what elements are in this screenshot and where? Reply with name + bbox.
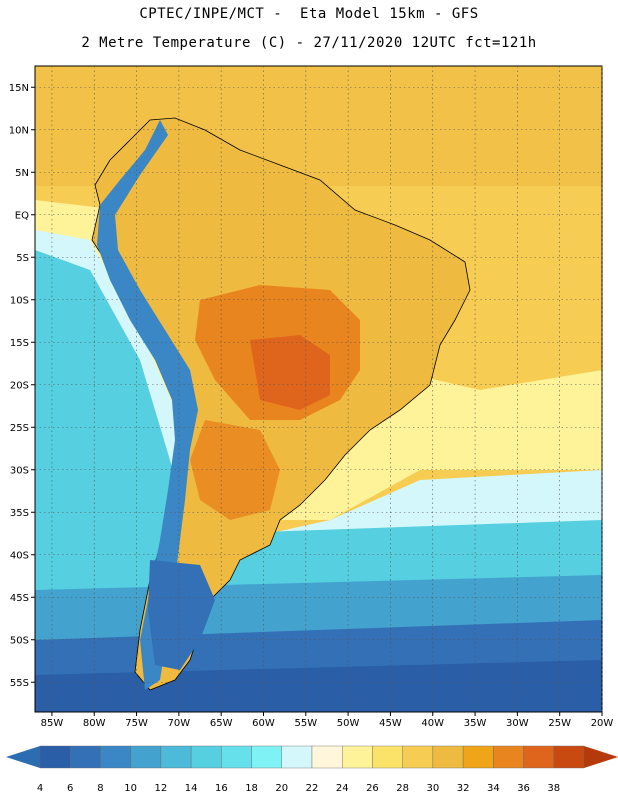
- lon-tick-label: 40W: [421, 718, 444, 729]
- colorbar-box: [281, 745, 313, 769]
- colorbar-box: [160, 745, 192, 769]
- colorbar-box: [493, 745, 524, 769]
- lon-tick-label: 70W: [168, 718, 191, 729]
- lat-tick-label: 20S: [10, 380, 29, 391]
- colorbar-box: [523, 745, 554, 769]
- temperature-map: 15N 10N 5N EQ 5S 10S 15S 20S 25S 30S 35S 40S 45S 50S 5…: [9, 65, 614, 729]
- colorbar-label: 4: [37, 783, 43, 794]
- colorbar-label: 10: [124, 783, 137, 794]
- colorbar-box: [251, 745, 282, 769]
- colorbar-box: [402, 745, 434, 769]
- colorbar-label: 8: [97, 783, 103, 794]
- lon-tick-label: 60W: [252, 718, 275, 729]
- map-field: [35, 66, 602, 712]
- colorbar-label: 6: [67, 783, 73, 794]
- colorbar-box: [39, 745, 71, 769]
- lat-tick-label: 35S: [10, 508, 29, 519]
- colorbar-boxes: [39, 745, 585, 769]
- graticule: [35, 66, 603, 712]
- lon-tick-label: 20W: [591, 718, 614, 729]
- colorbar-high-arrow: [584, 746, 618, 768]
- lat-tick-label: 15S: [10, 338, 29, 349]
- colorbar-label: 20: [275, 783, 288, 794]
- longitude-axis: 85W 80W 75W 70W 65W 60W 55W 50W 45W 40W 35W 30W 25W 2…: [41, 712, 614, 729]
- lon-tick-label: 65W: [210, 718, 233, 729]
- lat-tick-label: 15N: [9, 83, 29, 94]
- colorbar-box: [130, 745, 162, 769]
- title-line-2: 2 Metre Temperature (C) - 27/11/2020 12U…: [81, 35, 537, 51]
- lon-tick-label: 75W: [125, 718, 148, 729]
- colorbar-low-arrow: [6, 746, 40, 768]
- map-frame: [34, 65, 603, 713]
- colorbar-box: [70, 745, 101, 769]
- colorbar-label: 32: [457, 783, 470, 794]
- colorbar-label: 16: [215, 783, 228, 794]
- lat-tick-label: 55S: [10, 678, 29, 689]
- colorbar-label: 36: [517, 783, 530, 794]
- colorbar-label: 28: [396, 783, 409, 794]
- hot-chaco-region: [190, 420, 280, 520]
- lon-tick-label: 80W: [83, 718, 106, 729]
- lon-tick-label: 35W: [464, 718, 487, 729]
- hottest-core-region: [250, 335, 330, 410]
- lat-tick-label: 50S: [10, 635, 29, 646]
- colorbar-labels: 4 6 8 10 12 14 16 18 20 22 24 26 28 30 32 34 36 38: [37, 783, 560, 794]
- colorbar-box: [462, 745, 494, 769]
- lat-tick-label: EQ: [15, 210, 29, 221]
- lat-tick-label: 5S: [16, 253, 29, 264]
- lon-tick-label: 50W: [337, 718, 360, 729]
- colorbar-box: [190, 745, 222, 769]
- lat-tick-label: 5N: [15, 168, 29, 179]
- lon-tick-label: 45W: [379, 718, 402, 729]
- colorbar-label: 38: [547, 783, 560, 794]
- lat-tick-label: 10N: [9, 125, 29, 136]
- ocean-pacific-cool: [35, 250, 190, 540]
- latitude-axis: 15N 10N 5N EQ 5S 10S 15S 20S 25S 30S 35S 40S 45S 50S 5…: [9, 83, 35, 689]
- lon-tick-label: 30W: [506, 718, 529, 729]
- title-line-1: CPTEC/INPE/MCT - Eta Model 15km - GFS: [139, 6, 479, 22]
- colorbar-label: 30: [427, 783, 440, 794]
- colorbar-box: [372, 745, 403, 769]
- lon-tick-label: 85W: [41, 718, 64, 729]
- colorbar-label: 18: [245, 783, 258, 794]
- colorbar-box: [221, 745, 252, 769]
- colorbar-label: 24: [336, 783, 349, 794]
- colorbar-label: 26: [366, 783, 379, 794]
- colorbar-box: [100, 745, 131, 769]
- lat-tick-label: 30S: [10, 465, 29, 476]
- colorbar-box: [311, 745, 343, 769]
- lat-tick-label: 40S: [10, 550, 29, 561]
- lat-tick-label: 10S: [10, 295, 29, 306]
- patagonia-cold-region: [148, 560, 215, 670]
- colorbar-label: 12: [155, 783, 168, 794]
- colorbar-label: 22: [306, 783, 319, 794]
- andes-cold-strip: [97, 120, 198, 690]
- colorbar: 4 6 8 10 12 14 16 18 20 22 24 26 28 30 32 34 36 38: [6, 745, 618, 794]
- lon-tick-label: 55W: [294, 718, 317, 729]
- lat-tick-label: 25S: [10, 423, 29, 434]
- colorbar-label: 14: [185, 783, 198, 794]
- colorbar-box: [432, 745, 464, 769]
- lon-tick-label: 25W: [548, 718, 571, 729]
- lat-tick-label: 45S: [10, 593, 29, 604]
- colorbar-box: [342, 745, 373, 769]
- colorbar-box: [553, 745, 585, 769]
- colorbar-label: 34: [487, 783, 500, 794]
